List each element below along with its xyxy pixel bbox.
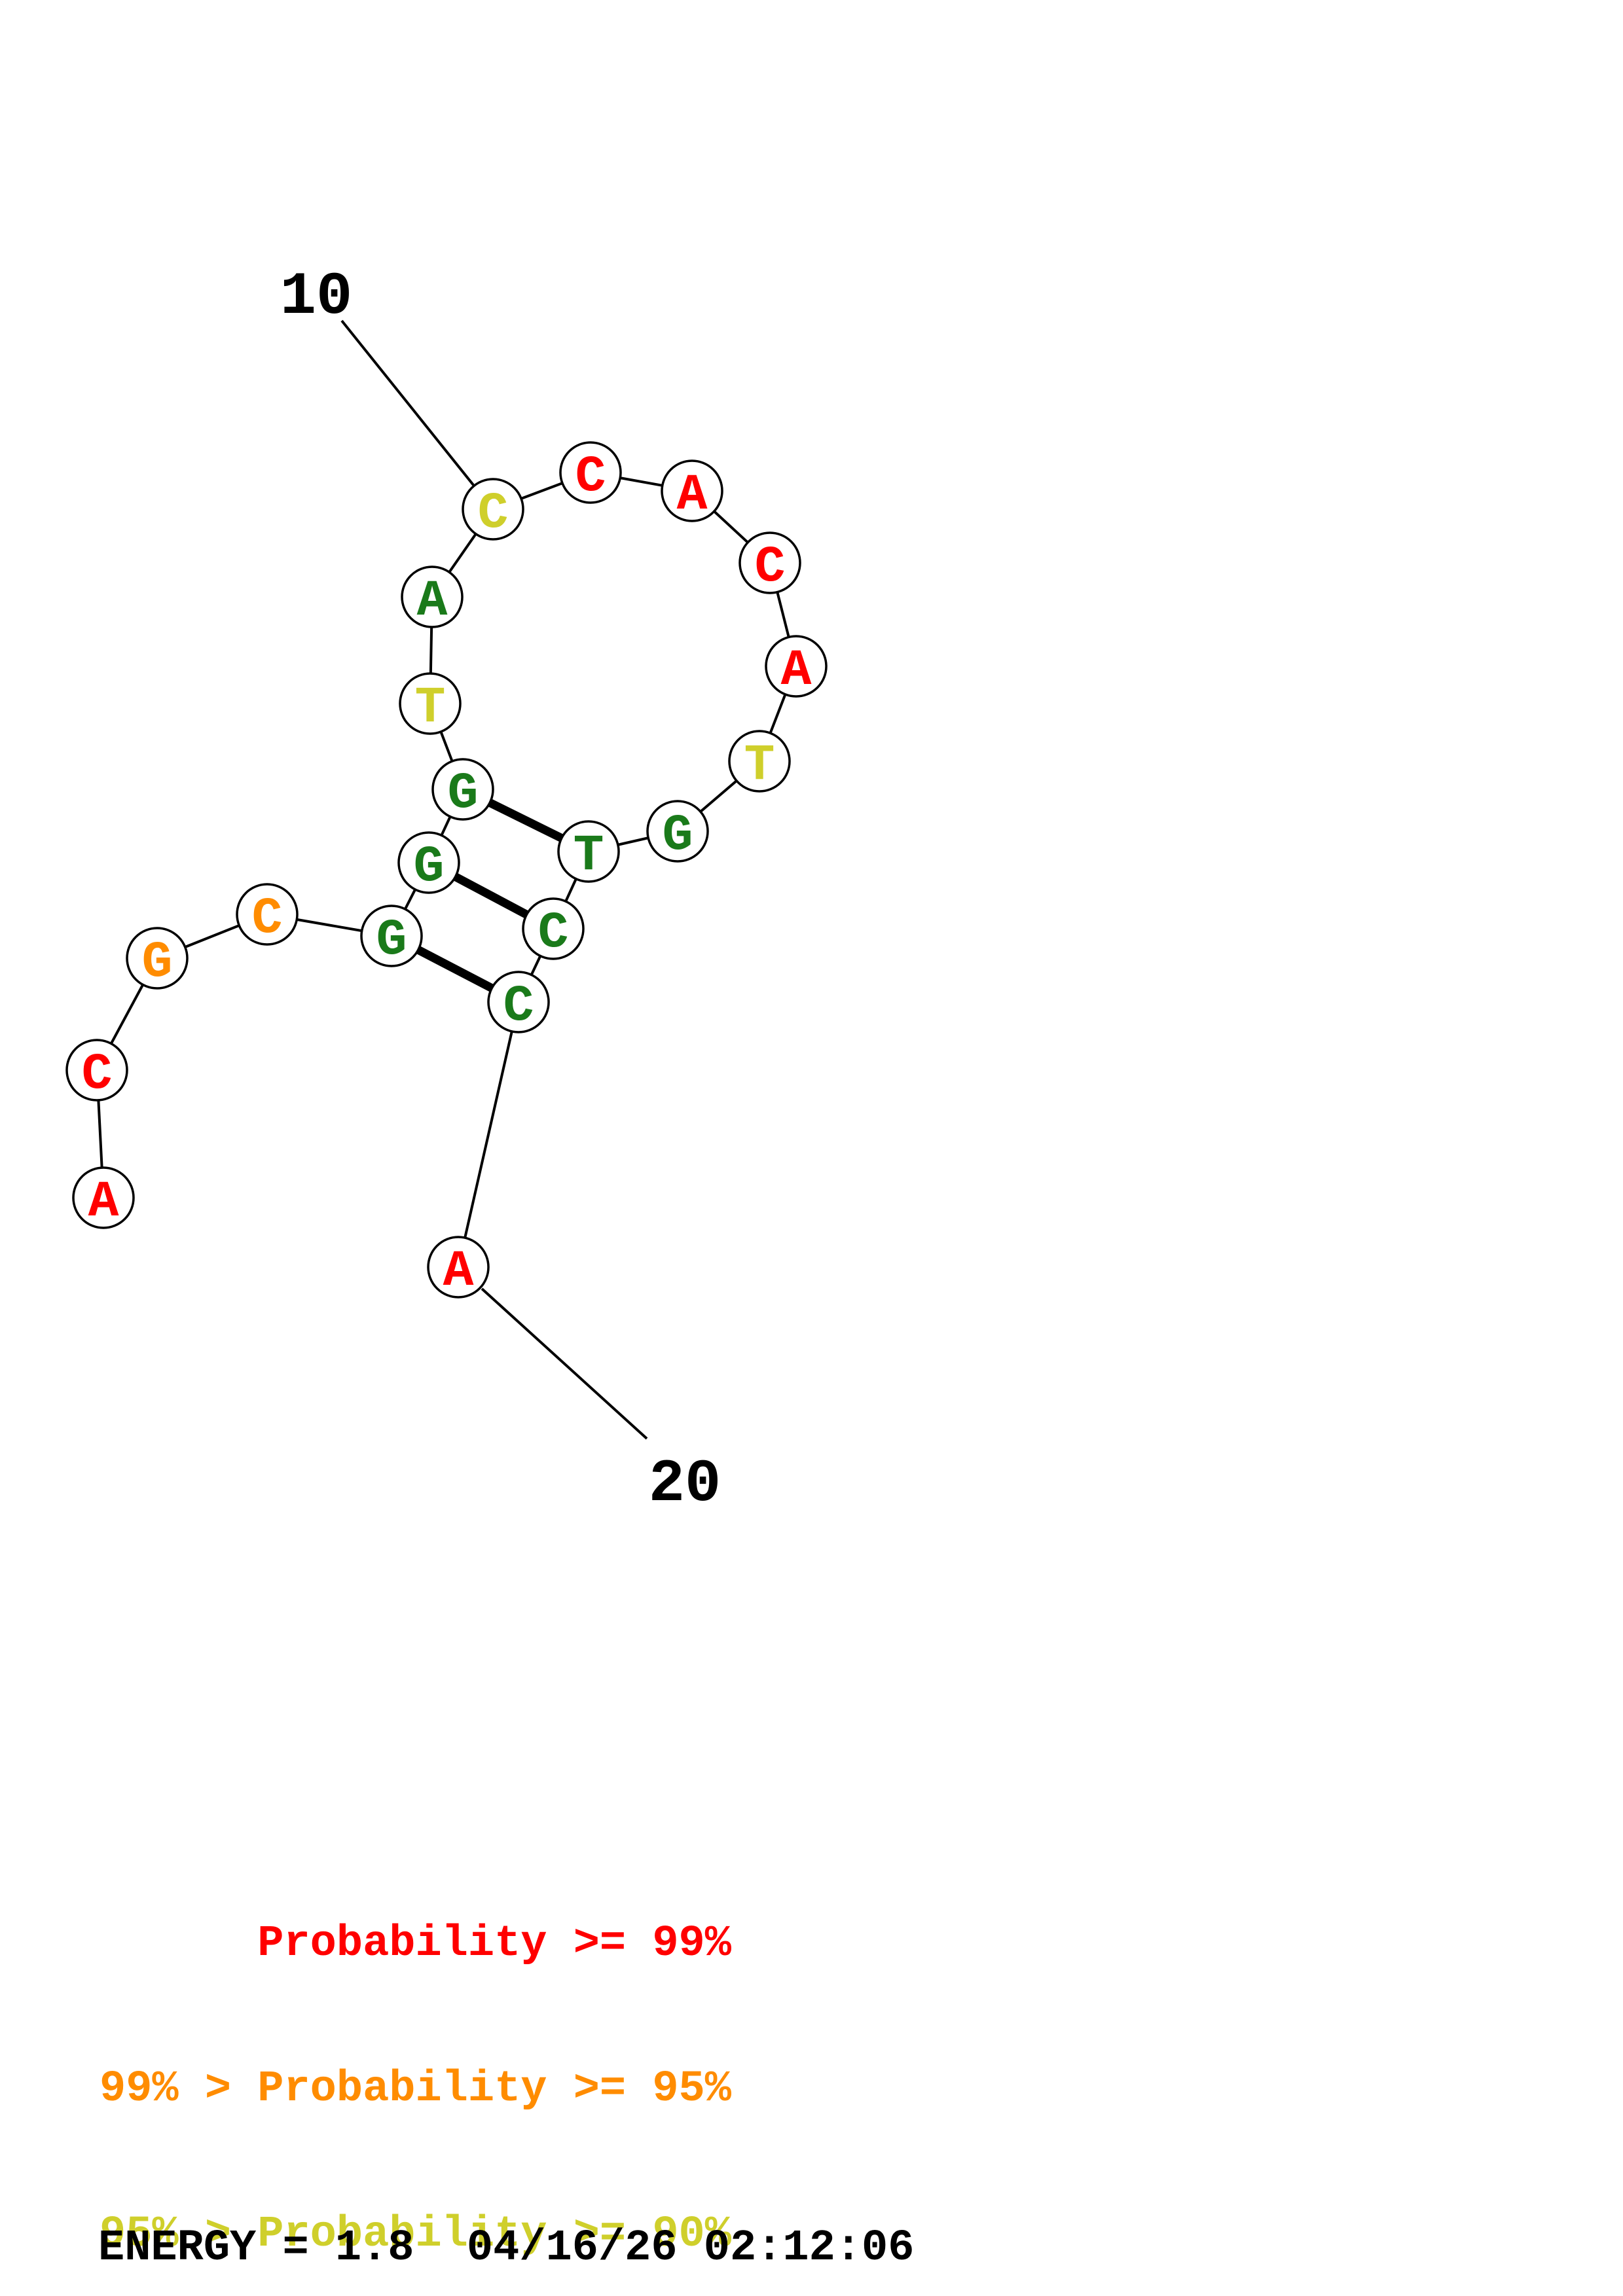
nucleotide-circle	[739, 531, 801, 594]
nucleotide-base-label: G	[414, 838, 445, 896]
probability-legend: Probability >= 99% 99% > Probability >= …	[100, 1823, 731, 2296]
nucleotide-base-label: G	[448, 765, 479, 823]
nucleotide-circle	[559, 441, 622, 504]
nucleotide-base-label: C	[503, 978, 534, 1035]
nucleotide-circle	[397, 831, 460, 894]
position-leader-layer	[340, 319, 648, 1440]
legend-line-90-95: 95% > Probability >= 90%	[100, 2210, 731, 2259]
nucleotide-circle	[401, 565, 464, 628]
nucleotide-base-label: A	[88, 1174, 119, 1231]
position-leader-line	[340, 319, 475, 486]
nucleotide-circle	[728, 730, 791, 793]
nucleotide-circle	[765, 635, 828, 698]
nucleotide-base-label: G	[376, 912, 407, 969]
nucleotide-circle	[522, 897, 585, 960]
nucleotide-circle	[431, 758, 494, 821]
position-leader-line	[481, 1287, 648, 1440]
nucleotide-base-label: C	[252, 890, 283, 948]
legend-line-ge99: Probability >= 99%	[100, 1919, 731, 1969]
energy-status-line: ENERGY = 1.8 04/16/26 02:12:06	[98, 2223, 915, 2273]
nucleotide-circle	[427, 1236, 490, 1299]
nucleotide-base-label: C	[538, 905, 569, 962]
nucleotide-circle	[72, 1166, 135, 1229]
backbone-link	[457, 1001, 520, 1268]
nucleotide-base-label: A	[677, 467, 708, 524]
nucleotide-base-label: T	[744, 737, 775, 795]
nucleotide-circle	[236, 883, 299, 946]
position-label-layer: 10 20	[280, 262, 721, 1518]
nucleotide-circle	[646, 800, 709, 863]
nucleotide-base-label: A	[417, 573, 448, 630]
nucleotide-base-label: A	[781, 642, 812, 700]
nucleotide-base-label: G	[663, 807, 693, 865]
nucleotide-circle	[126, 927, 189, 990]
nucleotide-circle	[557, 820, 620, 883]
nucleotide-circle	[487, 971, 550, 1033]
nucleotide-base-label: T	[574, 827, 604, 885]
position-label: 10	[280, 262, 352, 331]
nucleotide-base-label: C	[82, 1046, 113, 1103]
nucleotide-base-label: T	[415, 679, 446, 737]
nucleotide-circle	[661, 459, 723, 522]
nucleotide-base-label: A	[443, 1243, 474, 1300]
nucleotide-base-label: C	[575, 448, 606, 506]
nucleotide-base-label: C	[478, 485, 509, 543]
nucleotide-circle	[65, 1039, 128, 1102]
legend-line-95-99: 99% > Probability >= 95%	[100, 2064, 731, 2114]
nucleotide-base-label: G	[142, 934, 173, 992]
nucleotide-circle	[462, 478, 524, 541]
nucleotide-base-label: C	[755, 539, 786, 596]
position-label: 20	[649, 1450, 721, 1518]
nucleotide-circle	[360, 905, 423, 967]
nucleotide-circle	[399, 672, 462, 735]
